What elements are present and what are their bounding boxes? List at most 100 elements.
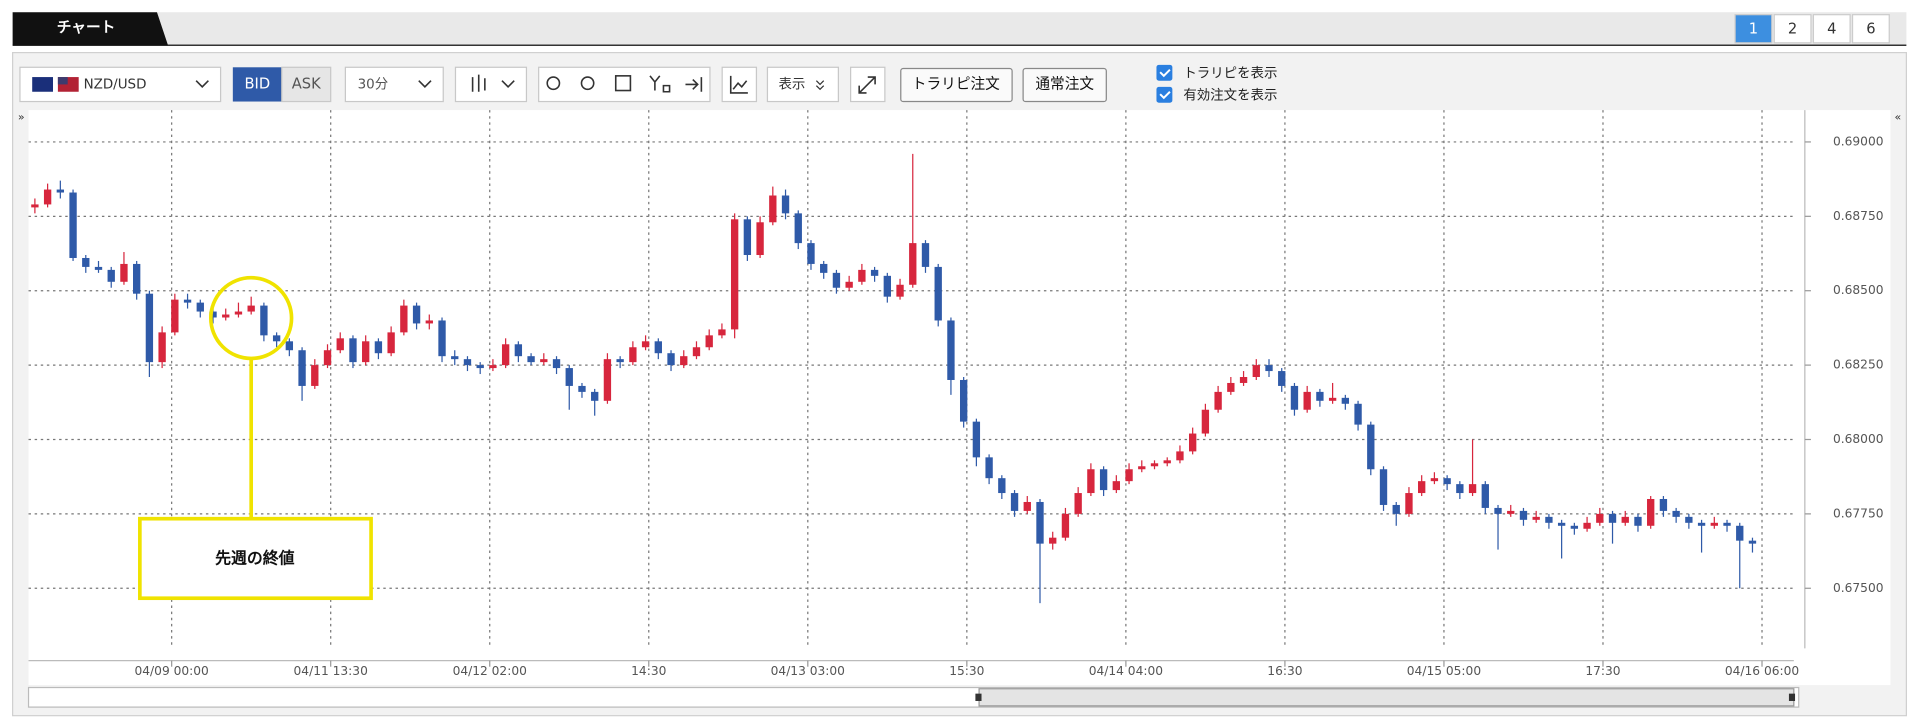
y-tick-label: 0.67500 (1833, 581, 1884, 595)
display-arrow (815, 80, 825, 91)
candle-body (183, 299, 192, 303)
candle-body (1570, 525, 1579, 529)
symbol-select[interactable] (19, 66, 222, 103)
candle-body (145, 293, 154, 363)
candle-body (1557, 522, 1566, 526)
y-tick-label: 0.68750 (1833, 209, 1884, 223)
display-button[interactable] (766, 66, 840, 103)
candle-body (1723, 522, 1731, 526)
candle-body (1189, 433, 1197, 452)
candle-body (1201, 409, 1210, 434)
dropdown-arrow (195, 80, 209, 88)
candle-body (1316, 391, 1324, 401)
candle-body (222, 314, 230, 318)
candle-body (1647, 499, 1655, 526)
page-button[interactable] (1773, 14, 1812, 44)
zoom-in[interactable] (546, 76, 561, 91)
chart-tab[interactable] (12, 12, 168, 46)
candle-body (1481, 484, 1489, 508)
candle-body (1265, 365, 1273, 372)
candle-body (1736, 525, 1744, 541)
normal-order-button[interactable] (1022, 67, 1107, 103)
candle-body (527, 356, 535, 363)
candle-body (489, 365, 497, 369)
candle-body (94, 266, 103, 270)
checkbox[interactable] (1156, 64, 1173, 81)
annotation-box (138, 516, 373, 601)
candle-body (718, 329, 726, 336)
option-label: 有効注文を表示 (1183, 87, 1277, 103)
candle-body (1634, 516, 1642, 526)
latest-icon[interactable] (685, 77, 703, 92)
candle-body (680, 356, 688, 366)
candle-body (387, 332, 395, 354)
candle-body (56, 189, 65, 193)
candle-body (82, 257, 90, 267)
candle-body (1061, 513, 1070, 538)
checkbox[interactable] (1156, 86, 1173, 103)
scroll-handle[interactable] (975, 693, 982, 701)
x-tick-label: 14:30 (631, 664, 666, 678)
page-button[interactable] (1734, 14, 1773, 44)
candle-body (1150, 463, 1159, 467)
candle-body (1710, 522, 1718, 526)
x-tick-label: 04/11 13:30 (294, 664, 368, 678)
candle-body (692, 347, 701, 357)
x-tick-label: 15:30 (949, 664, 984, 678)
zoom-tools (538, 66, 711, 103)
tab-bar (12, 12, 1907, 46)
candle-body (362, 341, 370, 363)
page-button[interactable] (1851, 14, 1890, 44)
y-tick-label: 0.69000 (1833, 134, 1884, 148)
candle-body (1138, 466, 1146, 470)
candle-body (1341, 397, 1350, 404)
candle-body (1290, 385, 1299, 410)
candle-body (514, 344, 523, 357)
candle-body (1099, 469, 1108, 491)
candle-body (1074, 493, 1082, 514)
zoom-out[interactable] (580, 76, 595, 91)
scrollbar-thumb[interactable] (978, 688, 1795, 707)
candle-body (794, 213, 802, 244)
candle-body (1494, 507, 1502, 514)
y-tick-label: 0.68250 (1833, 358, 1884, 372)
dropdown-arrow (501, 80, 515, 88)
candle-body (540, 359, 548, 363)
candle-body (1507, 510, 1515, 514)
candle-body (909, 243, 917, 285)
candle-body (1049, 537, 1057, 544)
candle-body (591, 391, 599, 401)
scroll-handle[interactable] (1788, 693, 1796, 701)
candle-body (934, 266, 942, 321)
candle-body (1112, 481, 1121, 491)
page-button[interactable] (1812, 14, 1851, 44)
candle-body (1392, 504, 1400, 514)
candle-body (578, 385, 586, 392)
candle-body (1672, 510, 1680, 517)
candle-body (1023, 501, 1031, 511)
candle-body (120, 263, 128, 282)
ask-button[interactable] (281, 66, 332, 103)
candle-body (1239, 377, 1248, 383)
page-label: 6 (1866, 20, 1875, 37)
candle-body (896, 284, 904, 297)
candle-body (374, 341, 383, 354)
trarip-order-label: トラリピ注文 (912, 75, 1000, 92)
candle-body (552, 359, 561, 369)
chart-type-select[interactable] (454, 66, 528, 103)
y-fit-icon[interactable] (649, 75, 671, 93)
candle-body (1748, 540, 1757, 544)
candle-body (1583, 522, 1591, 529)
candle-body (336, 338, 344, 351)
candle-body (1443, 478, 1451, 485)
bid-button[interactable] (232, 67, 282, 102)
collapse-left[interactable]: » (18, 110, 25, 123)
candle-body (1252, 365, 1260, 378)
candle-body (730, 219, 739, 330)
candle-body (807, 243, 815, 264)
candle-body (756, 222, 764, 256)
candle-body (947, 320, 955, 380)
collapse-right[interactable]: « (1894, 110, 1901, 123)
trarip-order-button[interactable] (900, 67, 1013, 103)
fit-icon[interactable] (614, 75, 632, 92)
